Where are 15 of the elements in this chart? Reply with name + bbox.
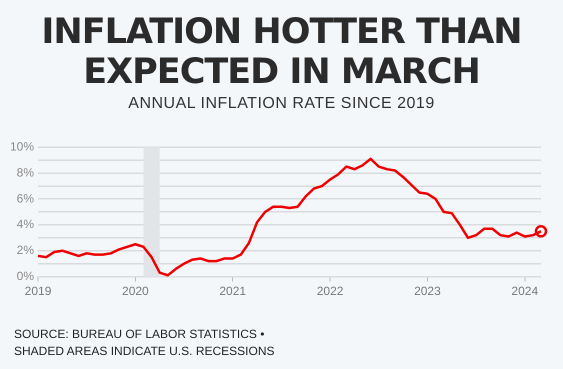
x-tick-label: 2020 — [122, 284, 150, 298]
source-note: SOURCE: BUREAU OF LABOR STATISTICS • SHADED AREAS INDICATE U.S. RECESSIONS — [14, 326, 276, 360]
y-tick-label: 0% — [16, 268, 34, 283]
chart-subtitle: ANNUAL INFLATION RATE SINCE 2019 — [127, 95, 436, 113]
y-tick-label: 4% — [16, 217, 34, 232]
y-tick-label: 10% — [10, 140, 34, 154]
x-tick-label: 2022 — [316, 284, 344, 298]
x-tick-label: 2024 — [511, 284, 538, 298]
x-tick-label: 2019 — [24, 284, 52, 298]
chart-title: INFLATION HOTTER THAN EXPECTED IN MARCH — [40, 12, 523, 92]
x-tick-label: 2023 — [414, 284, 442, 298]
y-tick-label: 8% — [16, 165, 34, 180]
y-tick-label: 2% — [16, 243, 34, 258]
x-tick-label: 2021 — [219, 284, 246, 298]
y-tick-label: 6% — [16, 191, 34, 206]
